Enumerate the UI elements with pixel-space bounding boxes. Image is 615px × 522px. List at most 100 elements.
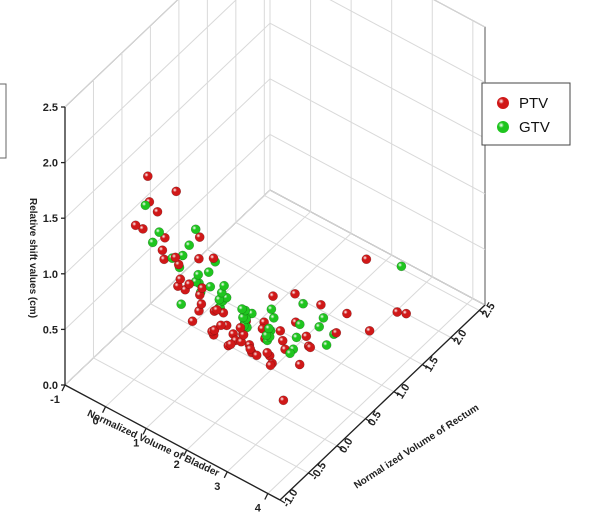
ptv-point <box>197 283 208 293</box>
chart-axes <box>61 106 486 504</box>
ptv-point <box>194 253 204 264</box>
ptv-point <box>364 325 375 336</box>
ptv-point <box>171 186 182 197</box>
y-tick-label: 0.0 <box>337 436 355 455</box>
ptv-point <box>316 299 326 310</box>
ptv-point <box>170 252 181 263</box>
y-tick-mark <box>336 445 343 450</box>
z-gridline <box>64 0 237 163</box>
ptv-point <box>194 232 205 242</box>
gtv-point <box>219 280 229 291</box>
gtv-point <box>147 237 158 248</box>
gtv-point <box>285 348 295 359</box>
ptv-point <box>225 339 236 350</box>
ptv-point <box>277 335 288 346</box>
gtv-point <box>193 269 204 280</box>
z-tick-label: 1.5 <box>43 213 58 225</box>
x-tick-label: 3 <box>214 481 220 493</box>
y-tick-mark <box>279 499 286 504</box>
ptv-point <box>216 320 226 331</box>
gtv-point <box>140 200 151 211</box>
chart-legend: PTV GTV <box>481 82 571 146</box>
ptv-point <box>175 274 186 284</box>
y-gridline <box>207 249 423 366</box>
x-tick-label: 2 <box>174 459 180 471</box>
ptv-point <box>211 304 222 315</box>
ptv-point <box>159 254 169 265</box>
x-tick-label: 1 <box>133 437 139 449</box>
y-gridline <box>93 357 309 474</box>
legend-ptv-marker <box>497 97 509 109</box>
ptv-point <box>152 206 163 217</box>
legend-gtv-marker <box>497 121 509 133</box>
y-tick-mark <box>393 391 400 396</box>
x-tick-mark <box>264 493 269 500</box>
gtv-point <box>321 340 332 350</box>
ptv-point <box>290 288 300 299</box>
y-gridline <box>150 303 366 420</box>
y-gridline <box>121 330 338 447</box>
ptv-point <box>184 279 195 289</box>
z-gridline <box>64 189 271 386</box>
z-gridline <box>64 134 271 330</box>
x-tick-mark <box>101 406 107 413</box>
gtv-point <box>184 240 195 251</box>
z-gridline <box>269 189 486 306</box>
ptv-point <box>392 307 403 317</box>
ptv-point <box>245 344 256 354</box>
gtv-point <box>190 224 201 235</box>
gtv-point <box>298 298 308 309</box>
ptv-point <box>251 350 262 361</box>
ptv-point <box>130 220 141 231</box>
gtv-point <box>314 321 325 332</box>
y-gridline <box>235 222 452 338</box>
ptv-point <box>331 327 342 338</box>
y-tick-label: 1.0 <box>394 382 412 401</box>
ptv-point <box>305 342 316 353</box>
y-tick-mark <box>422 364 428 369</box>
y-tick-label: 0.5 <box>366 409 384 428</box>
ptv-point <box>209 325 220 335</box>
x-tick-mark <box>223 471 228 479</box>
ptv-point <box>208 253 219 264</box>
y-tick-mark <box>478 309 485 314</box>
z-gridline <box>269 133 486 250</box>
y-tick-label: -1.0 <box>280 487 300 509</box>
ptv-point <box>265 360 276 371</box>
z-axis-title: Relative shift values (cm) <box>27 198 38 318</box>
y-tick-label: 2.0 <box>451 328 469 347</box>
y-gridline <box>178 276 395 393</box>
ptv-point <box>268 291 278 301</box>
gtv-point <box>176 299 187 310</box>
legend-ptv-label: PTV <box>519 95 548 112</box>
x-tick-label: 0 <box>93 416 99 428</box>
floor-pane <box>64 189 486 501</box>
chart-gridlines <box>64 0 486 501</box>
x-axis-line <box>64 384 281 501</box>
ptv-point <box>401 308 412 319</box>
z-gridline <box>269 78 486 195</box>
x-axis-title: Normalized Volume of Bladder <box>85 408 221 479</box>
chart-points <box>130 171 412 406</box>
z-tick-label: 2.0 <box>43 158 58 170</box>
gtv-point <box>291 332 302 343</box>
y-tick-label: -0.5 <box>309 460 329 482</box>
gtv-point <box>154 227 165 237</box>
back-wall-pane <box>269 0 486 306</box>
gtv-point <box>263 323 274 334</box>
ptv-point <box>160 232 170 243</box>
x-tick-mark <box>142 428 147 435</box>
y-gridline <box>264 194 480 311</box>
ptv-point <box>342 308 352 319</box>
x-tick-mark <box>183 449 188 457</box>
gtv-point <box>266 304 277 315</box>
z-gridline <box>329 0 486 84</box>
gtv-point <box>203 267 214 277</box>
ptv-point <box>142 171 153 182</box>
z-tick-label: 0.5 <box>43 324 58 336</box>
ptv-point <box>294 359 305 370</box>
y-tick-mark <box>308 472 314 477</box>
z-gridline <box>64 0 179 108</box>
gtv-point <box>294 319 305 330</box>
x-tick-label: -1 <box>50 394 60 406</box>
